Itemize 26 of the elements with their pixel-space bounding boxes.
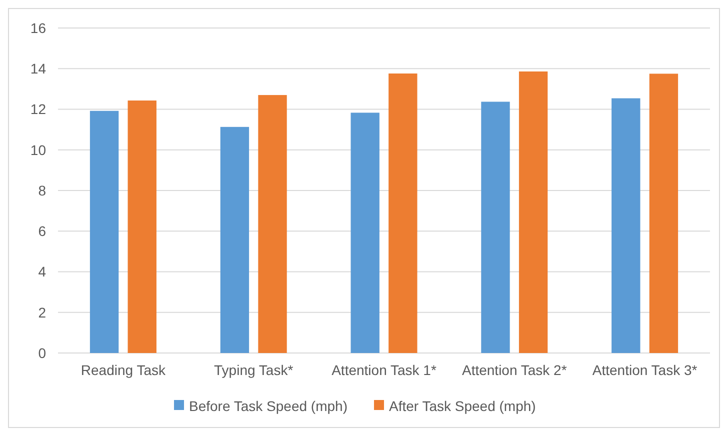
y-tick-label: 4 [38,264,46,280]
x-tick-label: Typing Task* [214,362,294,378]
bar [481,102,510,353]
y-tick-label: 10 [30,142,46,158]
bar [388,74,418,353]
y-tick-label: 12 [30,101,46,118]
bar [90,110,119,353]
legend-label: Before Task Speed (mph) [189,398,348,414]
bar [649,74,678,353]
bar [350,112,380,353]
y-tick-label: 0 [38,344,46,361]
x-tick-label: Attention Task 2* [462,362,568,378]
x-tick-label: Reading Task [80,362,166,378]
bar [220,126,250,353]
legend-label: After Task Speed (mph) [389,398,536,414]
bar [518,71,548,353]
y-tick-label: 6 [38,223,46,240]
bar [128,100,156,353]
bar [258,95,287,353]
bar [612,98,640,353]
y-tick-label: 14 [30,60,46,77]
y-tick-label: 8 [38,182,46,198]
x-tick-label: Attention Task 1* [332,362,437,378]
y-tick-label: 16 [30,20,46,36]
y-tick-label: 2 [38,304,46,320]
x-tick-label: Attention Task 3* [592,362,698,378]
